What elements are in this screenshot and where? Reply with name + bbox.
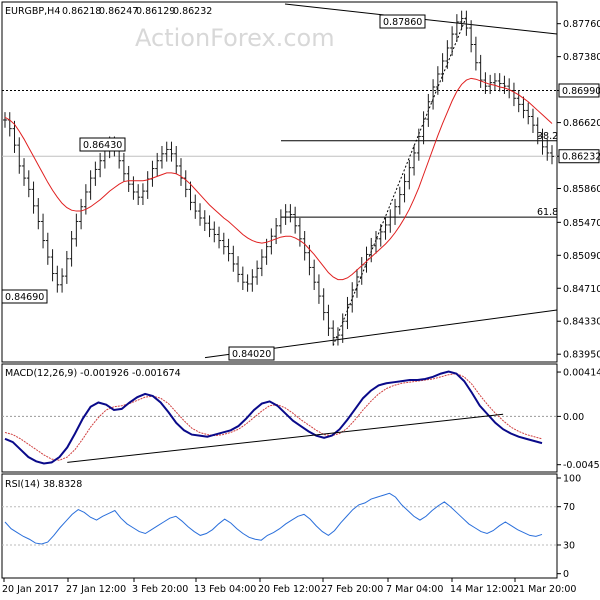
watermark: ActionForex.com <box>135 24 335 52</box>
macd-line <box>4 370 543 465</box>
x-tick-label: 7 Mar 04:00 <box>386 584 443 595</box>
macd-signal-line <box>4 373 543 461</box>
rsi-tick-label: 70 <box>563 502 575 513</box>
price-tick-label: 0.85860 <box>563 184 600 195</box>
macd-tick-label: 0.00 <box>563 412 584 423</box>
x-tick-label: 14 Mar 12:00 <box>450 584 513 595</box>
panel-frame-2 <box>1 363 558 473</box>
fibonacci-label: 61.8 <box>537 207 558 218</box>
x-tick-label: 3 Feb 20:00 <box>132 584 188 595</box>
header-high: 0.86247 <box>99 6 138 17</box>
header-close: 0.86232 <box>173 6 212 17</box>
x-tick-label: 27 Jan 12:00 <box>66 584 126 595</box>
price-tick-label: 0.84710 <box>563 284 600 295</box>
price-label: 0.84020 <box>232 349 271 360</box>
swing-dashed-line <box>332 16 467 346</box>
x-tick-label: 21 Mar 20:00 <box>513 584 576 595</box>
rsi-tick-label: 0 <box>563 569 569 580</box>
level-price-label: 0.86232 <box>562 152 600 163</box>
level-price-label: 0.86990 <box>562 86 600 97</box>
price-label: 0.87860 <box>383 17 422 28</box>
rsi-tick-label: 30 <box>563 540 575 551</box>
price-label: 0.84690 <box>5 292 44 303</box>
level-price-box <box>558 83 600 98</box>
x-tick-label: 27 Feb 20:00 <box>321 584 383 595</box>
price-tick-label: 0.83950 <box>563 350 600 361</box>
rsi-tick-label: 100 <box>563 474 581 485</box>
price-label-box <box>79 137 126 152</box>
macd-tick-label: -0.004516 <box>563 460 600 471</box>
price-tick-label: 0.84330 <box>563 317 600 328</box>
header-low: 0.86129 <box>136 6 175 17</box>
level-price-box <box>558 149 600 164</box>
x-tick-label: 20 Jan 2017 <box>2 584 59 595</box>
panel-frame-3 <box>1 473 558 579</box>
price-label-box <box>228 346 275 361</box>
price-tick-label: 0.85470 <box>563 218 600 229</box>
rsi-label: RSI(14) 38.8328 <box>5 479 82 490</box>
price-tick-label: 0.87380 <box>563 52 600 63</box>
x-tick-label: 13 Feb 04:00 <box>194 584 256 595</box>
price-tick-label: 0.85090 <box>563 251 600 262</box>
moving-average-line <box>4 77 553 281</box>
macd-tick-label: 0.004148 <box>563 368 600 379</box>
macd-label: MACD(12,26,9) -0.001926 -0.001674 <box>5 368 181 379</box>
chart-symbol: EURGBP,H4 <box>5 6 60 17</box>
price-label-box <box>379 14 426 29</box>
header-open: 0.86218 <box>62 6 101 17</box>
price-label: 0.86430 <box>83 140 122 151</box>
rsi-line <box>4 492 543 545</box>
x-tick-label: 20 Feb 12:00 <box>258 584 320 595</box>
price-tick-label: 0.86620 <box>563 118 600 129</box>
panel-frame-1 <box>1 1 558 363</box>
fibonacci-label: 38.2 <box>537 131 558 142</box>
price-tick-label: 0.87760 <box>563 19 600 30</box>
macd-trendline <box>67 413 504 463</box>
price-label-box <box>1 289 48 304</box>
